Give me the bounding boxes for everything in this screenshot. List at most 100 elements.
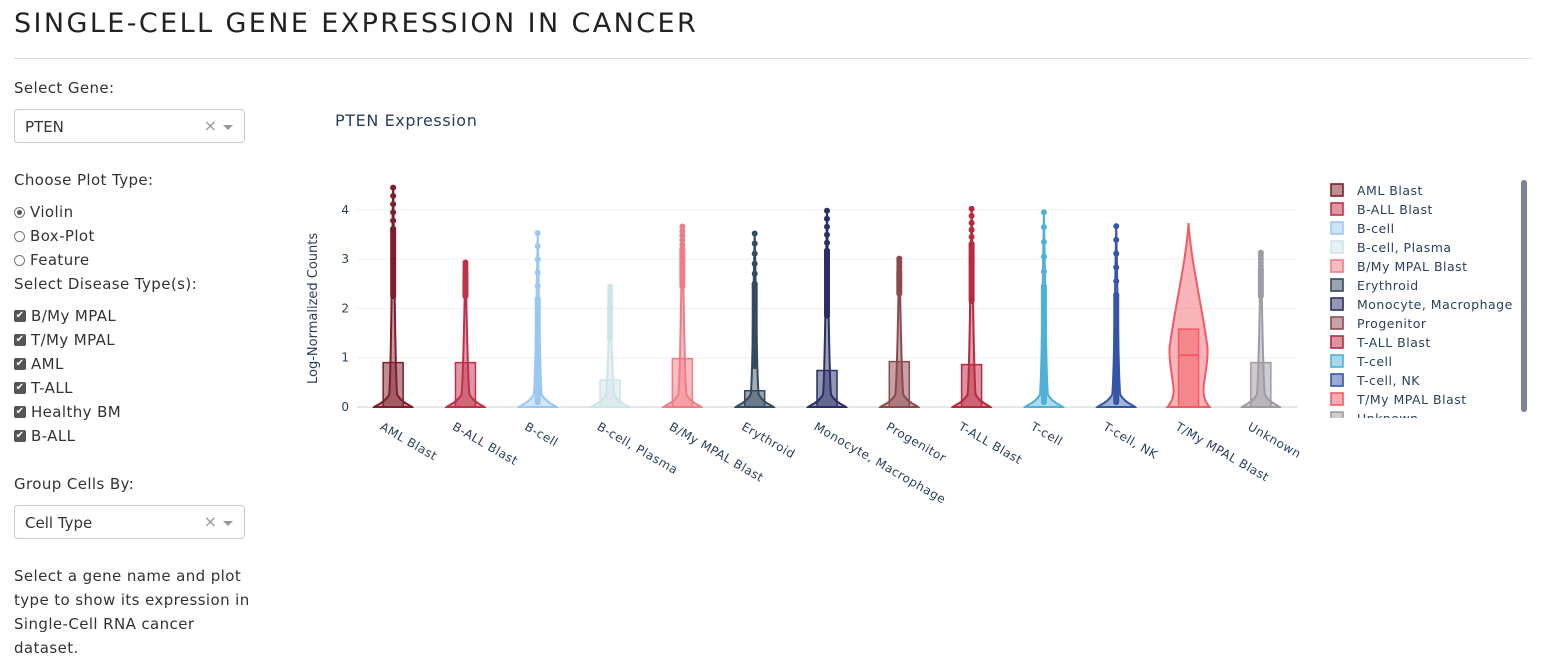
checkbox-t-all[interactable]: ✔ T-ALL [14,379,73,397]
violin-progenitor[interactable] [878,255,921,408]
outlier-point[interactable] [1113,250,1120,257]
violin-box[interactable] [816,369,838,408]
checkbox-healthy-bm[interactable]: ✔ Healthy BM [14,403,121,421]
violin-aml-blast[interactable] [372,184,415,408]
outlier-point[interactable] [824,207,830,214]
outlier-point[interactable] [390,209,397,216]
checkbox-checked-icon[interactable]: ✔ [14,334,26,346]
outlier-point[interactable] [824,239,830,246]
outlier-point[interactable] [968,233,975,240]
violin-b-my-mpal-blast[interactable] [661,223,704,408]
outlier-point[interactable] [534,256,541,263]
violin-box[interactable] [743,389,766,408]
outlier-point[interactable] [968,212,975,219]
outlier-point[interactable] [824,215,830,222]
outlier-point[interactable] [1113,278,1120,285]
outlier-point[interactable] [534,282,541,289]
legend-label[interactable]: Erythroid [1357,278,1419,293]
radio-violin[interactable]: Violin [14,203,74,221]
outlier-point[interactable] [751,230,758,237]
legend-label[interactable]: T/My MPAL Blast [1356,392,1467,407]
outlier-point[interactable] [534,243,541,250]
outlier-point[interactable] [390,192,397,199]
checkbox-checked-icon[interactable]: ✔ [14,406,26,418]
outlier-point[interactable] [1113,291,1120,298]
outlier-point[interactable] [824,247,830,254]
legend-swatch[interactable] [1330,259,1344,273]
legend-swatch[interactable] [1330,297,1344,311]
outlier-point[interactable] [751,270,758,277]
outlier-point[interactable] [751,250,758,257]
violin-t-all-blast[interactable] [950,205,993,408]
outlier-point[interactable] [390,225,397,232]
chevron-down-icon[interactable] [223,521,233,526]
outlier-point[interactable] [1040,238,1047,245]
outlier-point[interactable] [1257,249,1264,256]
outlier-point[interactable] [679,228,686,235]
legend-label[interactable]: T-cell [1356,354,1393,369]
violin-box[interactable] [671,357,694,408]
outlier-point[interactable] [534,296,541,303]
legend-swatch[interactable] [1330,183,1344,197]
checkbox-b-all[interactable]: ✔ B-ALL [14,427,75,445]
violin-box[interactable] [960,363,983,408]
legend-label[interactable]: Progenitor [1357,316,1427,331]
outlier-point[interactable] [390,201,397,208]
outlier-point[interactable] [968,219,975,226]
violin-monocyte-macrophage[interactable] [806,207,848,408]
checkbox-b-my-mpal[interactable]: ✔ B/My MPAL [14,307,116,325]
radio-box-plot[interactable]: Box-Plot [14,227,95,245]
outlier-point[interactable] [390,184,397,191]
outlier-point[interactable] [1040,253,1047,260]
legend-swatch[interactable] [1330,335,1344,349]
violin-b-cell[interactable] [516,229,559,408]
legend-swatch[interactable] [1330,373,1344,387]
checkbox-aml[interactable]: ✔ AML [14,355,64,373]
gene-select[interactable]: PTEN × [14,109,245,143]
outlier-point[interactable] [679,241,686,248]
violin-box[interactable] [599,379,621,408]
violin-erythroid[interactable] [733,230,776,408]
outlier-point[interactable] [534,229,541,236]
legend-swatch[interactable] [1330,240,1344,254]
outlier-point[interactable] [824,223,830,230]
outlier-point[interactable] [751,280,758,287]
outlier-point[interactable] [1113,236,1120,243]
violin-box[interactable] [1250,361,1272,408]
outlier-point[interactable] [679,223,686,230]
outlier-point[interactable] [1113,223,1120,230]
group-select[interactable]: Cell Type × [14,505,245,539]
outlier-point[interactable] [1040,268,1047,275]
outlier-point[interactable] [1040,283,1047,290]
legend[interactable]: AML Blast B-ALL Blast B-cell B-cell, Plasma… [1330,183,1513,426]
legend-label[interactable]: T-ALL Blast [1356,335,1431,350]
violin-chart[interactable]: PTEN Expression 0 1 2 3 4 Log-Normalized Count… [300,100,1540,530]
legend-swatch[interactable] [1330,354,1344,368]
violin-t-cell-nk[interactable] [1095,223,1138,408]
legend-label[interactable]: Monocyte, Macrophage [1357,297,1513,312]
outlier-point[interactable] [679,232,686,239]
outlier-point[interactable] [824,231,830,238]
outlier-point[interactable] [968,240,975,247]
checkbox-checked-icon[interactable]: ✔ [14,358,26,370]
legend-scrollbar[interactable] [1521,180,1527,412]
legend-label[interactable]: B-ALL Blast [1357,202,1433,217]
legend-swatch[interactable] [1330,221,1344,235]
radio-selected-icon[interactable] [14,206,25,218]
legend-swatch[interactable] [1330,316,1344,330]
clear-icon[interactable]: × [203,116,217,135]
outlier-point[interactable] [1040,209,1047,216]
legend-swatch[interactable] [1330,278,1344,292]
violin-box[interactable] [454,361,477,408]
radio-feature[interactable]: Feature [14,251,89,269]
legend-label[interactable]: AML Blast [1357,183,1423,198]
chevron-down-icon[interactable] [223,125,233,130]
legend-label[interactable]: B/My MPAL Blast [1357,259,1468,274]
outlier-point[interactable] [968,205,975,212]
checkbox-t-my-mpal[interactable]: ✔ T/My MPAL [14,331,115,349]
violin-unknown[interactable] [1239,249,1282,408]
outlier-point[interactable] [896,255,903,262]
outlier-point[interactable] [751,260,758,267]
outlier-point[interactable] [751,240,758,247]
legend-label[interactable]: T-cell, NK [1356,373,1420,388]
